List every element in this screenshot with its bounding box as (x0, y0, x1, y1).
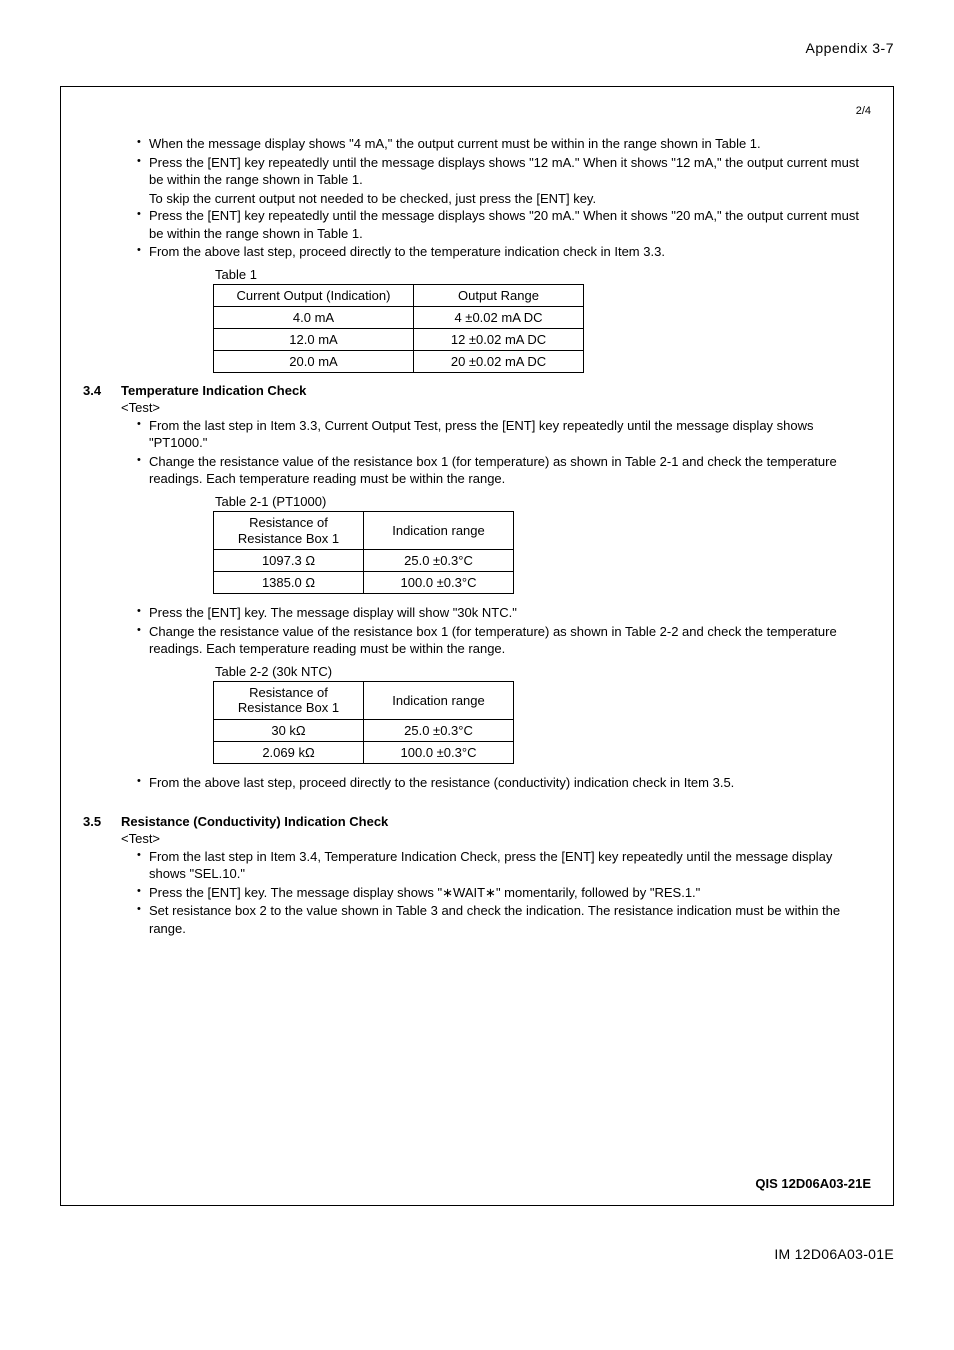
table-row: Resistance of Resistance Box 1 Indicatio… (214, 681, 514, 719)
table-header: Resistance of Resistance Box 1 (214, 512, 364, 550)
table-cell: 4.0 mA (214, 306, 414, 328)
table-cell: 100.0 ±0.3°C (364, 742, 514, 764)
list-item: Set resistance box 2 to the value shown … (137, 902, 871, 937)
table-cell: 20.0 mA (214, 350, 414, 372)
table-cell: 100.0 ±0.3°C (364, 572, 514, 594)
table22-caption: Table 2-2 (30k NTC) (215, 664, 871, 679)
header-line2: Resistance Box 1 (238, 700, 339, 715)
section-number: 3.5 (83, 814, 121, 829)
list-item: From the above last step, proceed direct… (137, 243, 871, 261)
sub-note: To skip the current output not needed to… (149, 190, 871, 208)
table-row: Current Output (Indication) Output Range (214, 284, 584, 306)
header-line1: Resistance of (249, 515, 328, 530)
table-row: 12.0 mA 12 ±0.02 mA DC (214, 328, 584, 350)
section-heading: 3.4 Temperature Indication Check (83, 383, 871, 398)
list-item: When the message display shows "4 mA," t… (137, 135, 871, 153)
table-cell: 1097.3 Ω (214, 550, 364, 572)
table-cell: 4 ±0.02 mA DC (414, 306, 584, 328)
table-row: 1385.0 Ω 100.0 ±0.3°C (214, 572, 514, 594)
section-3-4: 3.4 Temperature Indication Check <Test> … (83, 383, 871, 792)
section-title: Temperature Indication Check (121, 383, 306, 398)
table1-caption: Table 1 (215, 267, 871, 282)
section-heading: 3.5 Resistance (Conductivity) Indication… (83, 814, 871, 829)
running-footer: IM 12D06A03-01E (60, 1246, 894, 1262)
list-item: Change the resistance value of the resis… (137, 453, 871, 488)
sec34-bullets-c: From the above last step, proceed direct… (137, 774, 871, 792)
document-code: QIS 12D06A03-21E (755, 1176, 871, 1191)
table22-block: Table 2-2 (30k NTC) Resistance of Resist… (213, 664, 871, 764)
header-line2: Resistance Box 1 (238, 531, 339, 546)
table-cell: 2.069 kΩ (214, 742, 364, 764)
table-cell: 30 kΩ (214, 720, 364, 742)
table-row: 4.0 mA 4 ±0.02 mA DC (214, 306, 584, 328)
table-row: 2.069 kΩ 100.0 ±0.3°C (214, 742, 514, 764)
list-item: Press the [ENT] key. The message display… (137, 604, 871, 622)
table21: Resistance of Resistance Box 1 Indicatio… (213, 511, 514, 594)
running-header: Appendix 3-7 (60, 40, 894, 56)
table-header: Output Range (414, 284, 584, 306)
section-title: Resistance (Conductivity) Indication Che… (121, 814, 388, 829)
list-item: From the above last step, proceed direct… (137, 774, 871, 792)
header-line1: Resistance of (249, 685, 328, 700)
list-item: Press the [ENT] key. The message display… (137, 884, 871, 902)
table21-caption: Table 2-1 (PT1000) (215, 494, 871, 509)
page-fraction: 2/4 (83, 105, 871, 117)
intro-bullet-list-cont: Press the [ENT] key repeatedly until the… (137, 207, 871, 261)
table21-block: Table 2-1 (PT1000) Resistance of Resista… (213, 494, 871, 594)
list-item: Change the resistance value of the resis… (137, 623, 871, 658)
table-header: Indication range (364, 681, 514, 719)
test-label: <Test> (121, 831, 871, 846)
table-cell: 12.0 mA (214, 328, 414, 350)
table22: Resistance of Resistance Box 1 Indicatio… (213, 681, 514, 764)
sec35-bullets: From the last step in Item 3.4, Temperat… (137, 848, 871, 938)
content-frame: 2/4 When the message display shows "4 mA… (60, 86, 894, 1206)
table1-block: Table 1 Current Output (Indication) Outp… (213, 267, 871, 373)
sec34-bullets-a: From the last step in Item 3.3, Current … (137, 417, 871, 488)
table-cell: 12 ±0.02 mA DC (414, 328, 584, 350)
intro-bullet-list: When the message display shows "4 mA," t… (137, 135, 871, 189)
table-row: 30 kΩ 25.0 ±0.3°C (214, 720, 514, 742)
table-cell: 1385.0 Ω (214, 572, 364, 594)
table-row: 20.0 mA 20 ±0.02 mA DC (214, 350, 584, 372)
list-item: From the last step in Item 3.4, Temperat… (137, 848, 871, 883)
section-number: 3.4 (83, 383, 121, 398)
table-header: Indication range (364, 512, 514, 550)
table-cell: 20 ±0.02 mA DC (414, 350, 584, 372)
table1: Current Output (Indication) Output Range… (213, 284, 584, 373)
document-page: Appendix 3-7 2/4 When the message displa… (0, 0, 954, 1350)
table-cell: 25.0 ±0.3°C (364, 720, 514, 742)
table-row: Resistance of Resistance Box 1 Indicatio… (214, 512, 514, 550)
section-3-5: 3.5 Resistance (Conductivity) Indication… (83, 814, 871, 938)
list-item: From the last step in Item 3.3, Current … (137, 417, 871, 452)
list-item: Press the [ENT] key repeatedly until the… (137, 207, 871, 242)
list-item: Press the [ENT] key repeatedly until the… (137, 154, 871, 189)
sec34-bullets-b: Press the [ENT] key. The message display… (137, 604, 871, 658)
table-header: Resistance of Resistance Box 1 (214, 681, 364, 719)
table-cell: 25.0 ±0.3°C (364, 550, 514, 572)
table-row: 1097.3 Ω 25.0 ±0.3°C (214, 550, 514, 572)
table-header: Current Output (Indication) (214, 284, 414, 306)
test-label: <Test> (121, 400, 871, 415)
